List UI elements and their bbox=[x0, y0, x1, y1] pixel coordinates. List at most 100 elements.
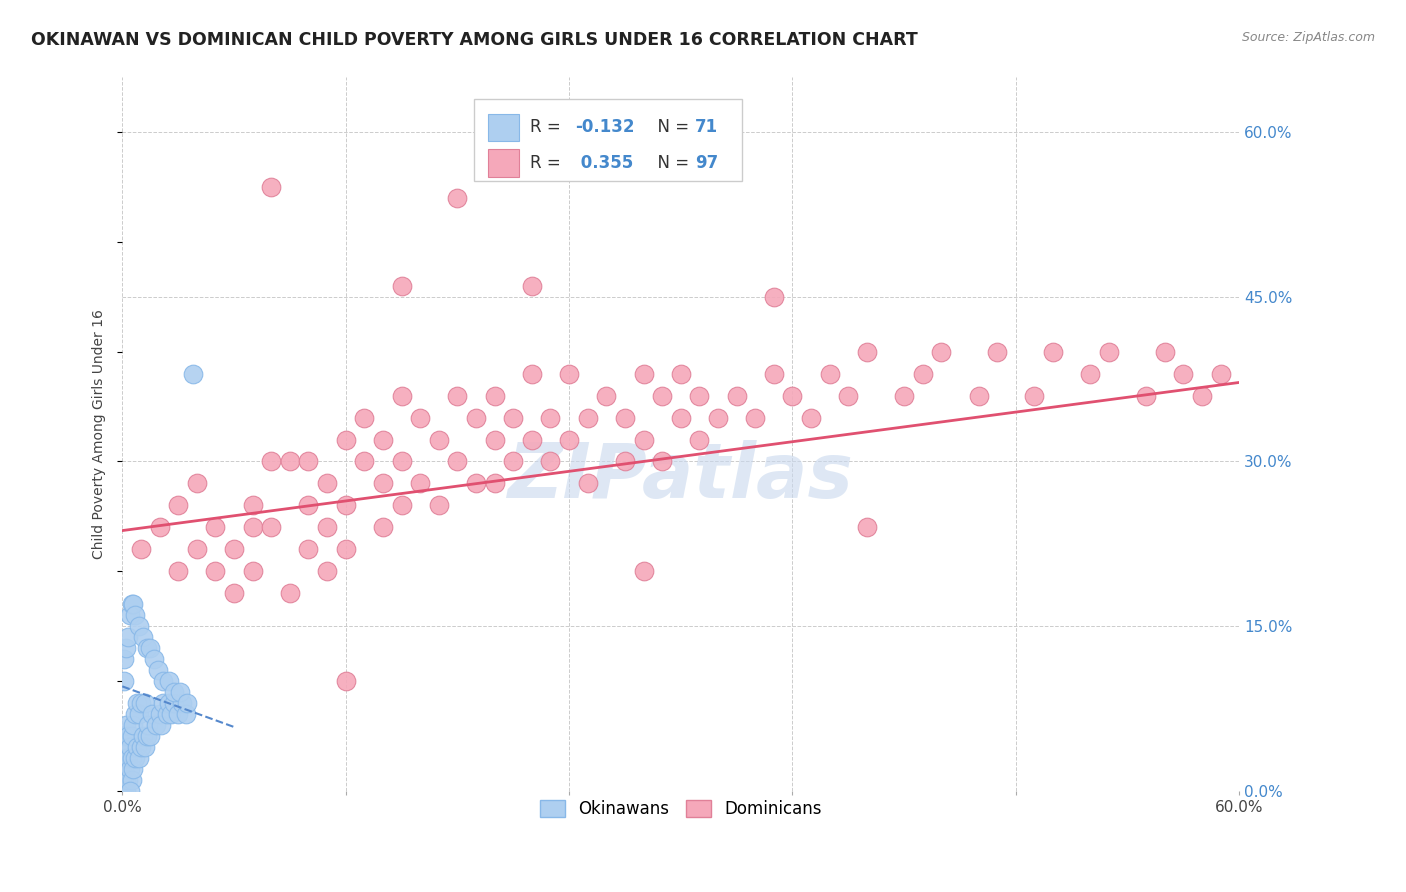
Point bbox=[115, 640, 138, 655]
Point bbox=[278, 454, 301, 468]
Point bbox=[156, 706, 179, 721]
Point bbox=[1024, 389, 1046, 403]
Point bbox=[242, 564, 264, 578]
Point bbox=[112, 673, 135, 688]
Point bbox=[152, 673, 174, 688]
Point bbox=[316, 476, 339, 491]
Point bbox=[159, 706, 181, 721]
Point bbox=[141, 706, 163, 721]
Text: -0.132: -0.132 bbox=[575, 119, 634, 136]
Point bbox=[167, 706, 190, 721]
Point bbox=[520, 367, 543, 381]
Point bbox=[127, 696, 149, 710]
Point bbox=[148, 520, 170, 534]
Point bbox=[117, 729, 139, 743]
Point bbox=[335, 433, 357, 447]
Point bbox=[204, 564, 226, 578]
Point bbox=[146, 663, 169, 677]
Point bbox=[112, 652, 135, 666]
Point bbox=[335, 542, 357, 557]
Point bbox=[152, 696, 174, 710]
Point bbox=[121, 750, 143, 764]
Point bbox=[278, 586, 301, 600]
Point bbox=[931, 344, 953, 359]
Point bbox=[576, 410, 599, 425]
Point bbox=[1209, 367, 1232, 381]
Point bbox=[1191, 389, 1213, 403]
Point bbox=[186, 476, 208, 491]
Point bbox=[316, 564, 339, 578]
FancyBboxPatch shape bbox=[488, 150, 519, 177]
Point bbox=[744, 410, 766, 425]
Point bbox=[484, 389, 506, 403]
Point bbox=[135, 729, 157, 743]
Point bbox=[446, 191, 468, 205]
Point bbox=[762, 290, 785, 304]
Point bbox=[335, 673, 357, 688]
Point bbox=[167, 499, 190, 513]
Point bbox=[122, 597, 145, 611]
Point bbox=[117, 772, 139, 787]
Point bbox=[911, 367, 934, 381]
Point bbox=[111, 762, 134, 776]
Point bbox=[111, 750, 134, 764]
Point bbox=[409, 410, 432, 425]
Point bbox=[167, 564, 190, 578]
Point bbox=[134, 696, 156, 710]
Point bbox=[170, 696, 193, 710]
Text: R =: R = bbox=[530, 119, 567, 136]
Point bbox=[297, 499, 319, 513]
Point bbox=[260, 520, 283, 534]
FancyBboxPatch shape bbox=[474, 99, 742, 181]
Point bbox=[782, 389, 804, 403]
Point bbox=[633, 367, 655, 381]
Y-axis label: Child Poverty Among Girls Under 16: Child Poverty Among Girls Under 16 bbox=[93, 310, 107, 559]
Point bbox=[986, 344, 1008, 359]
Point bbox=[148, 706, 170, 721]
Point bbox=[613, 410, 636, 425]
Text: ZIPatlas: ZIPatlas bbox=[508, 440, 853, 514]
Point bbox=[967, 389, 990, 403]
Point bbox=[163, 685, 186, 699]
Point bbox=[371, 433, 394, 447]
Point bbox=[186, 542, 208, 557]
Point bbox=[117, 750, 139, 764]
Point bbox=[115, 772, 138, 787]
Point bbox=[484, 476, 506, 491]
Point bbox=[157, 673, 180, 688]
Point bbox=[688, 389, 710, 403]
Point bbox=[856, 344, 879, 359]
Point bbox=[112, 729, 135, 743]
Point bbox=[800, 410, 823, 425]
Point bbox=[112, 772, 135, 787]
Point bbox=[127, 739, 149, 754]
Point bbox=[142, 652, 165, 666]
Point bbox=[163, 696, 186, 710]
Point bbox=[128, 706, 150, 721]
Point bbox=[669, 410, 692, 425]
Point bbox=[111, 739, 134, 754]
Point bbox=[520, 279, 543, 293]
Point bbox=[725, 389, 748, 403]
Point bbox=[856, 520, 879, 534]
Point bbox=[391, 389, 413, 403]
Legend: Okinawans, Dominicans: Okinawans, Dominicans bbox=[533, 794, 828, 825]
Point bbox=[121, 597, 143, 611]
Point bbox=[118, 783, 141, 797]
Point bbox=[446, 454, 468, 468]
Text: R =: R = bbox=[530, 154, 567, 172]
Point bbox=[669, 367, 692, 381]
Point bbox=[204, 520, 226, 534]
Point bbox=[409, 476, 432, 491]
Point bbox=[121, 772, 143, 787]
Point bbox=[391, 499, 413, 513]
Point bbox=[558, 433, 581, 447]
Point bbox=[157, 696, 180, 710]
Point bbox=[558, 367, 581, 381]
Point bbox=[124, 608, 146, 623]
Point bbox=[118, 762, 141, 776]
Point bbox=[222, 542, 245, 557]
Point bbox=[818, 367, 841, 381]
Point bbox=[242, 499, 264, 513]
Point bbox=[242, 520, 264, 534]
